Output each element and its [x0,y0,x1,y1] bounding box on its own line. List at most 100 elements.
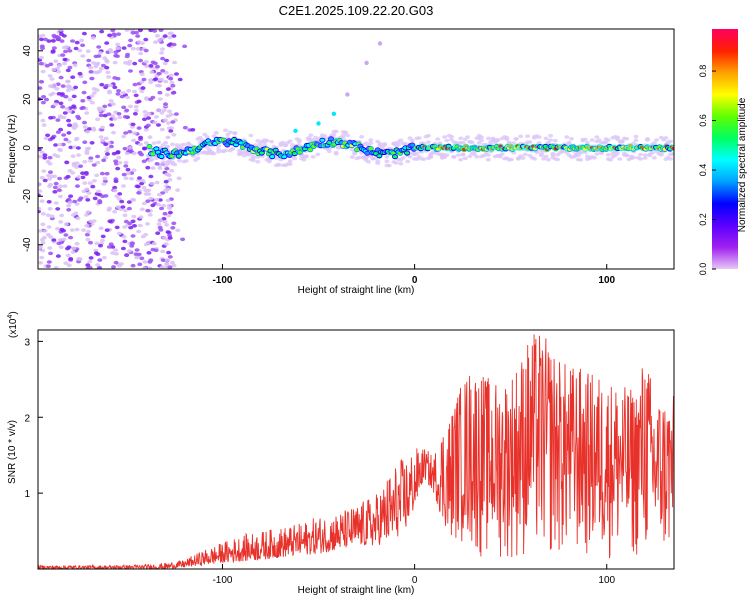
noise-point [97,265,103,269]
noise-point [126,249,132,253]
noise-point [123,219,129,224]
noise-point [93,64,99,69]
noise-point [148,258,154,263]
noise-point [74,40,80,45]
noise-point [133,93,139,98]
noise-point [70,154,76,158]
noise-point [38,261,43,265]
noise-point [166,213,172,218]
signal-halo [425,140,431,144]
signal-halo [568,137,574,141]
noise-point [63,94,69,99]
x-tick-label: -100 [212,575,232,586]
signal-halo [642,153,648,157]
noise-point [146,111,152,116]
signal-core [365,151,370,155]
noise-point [139,152,144,157]
signal-halo [651,141,657,145]
signal-halo [619,139,625,144]
signal-halo [638,157,644,161]
noise-point [97,200,103,205]
noise-point [146,116,152,120]
noise-point [38,182,42,187]
signal-halo [462,156,468,161]
x-tick-label: 0 [412,275,418,286]
noise-point [75,184,80,188]
noise-point [58,148,63,152]
noise-point [168,76,174,81]
noise-point [158,228,164,232]
signal-core [354,148,360,152]
signal-halo [594,135,600,139]
noise-point [89,141,95,145]
noise-point [148,78,154,82]
noise-point [40,212,46,216]
noise-point [143,192,149,196]
noise-point [43,37,48,42]
noise-point [182,125,188,130]
noise-point [122,146,128,151]
noise-point [124,108,130,113]
spectrogram-x-label: Height of straight line (km) [298,285,415,296]
signal-halo [223,128,228,133]
noise-point [81,31,87,36]
noise-point [38,209,41,214]
noise-point [110,29,116,33]
noise-point [65,88,71,93]
noise-point [157,77,163,82]
noise-point [133,30,139,35]
noise-point [140,86,146,90]
signal-halo [409,138,415,143]
signal-halo [442,135,448,139]
signal-halo [398,138,404,142]
noise-point [73,46,79,51]
noise-point [95,252,101,256]
noise-point [47,177,53,181]
noise-point [63,261,69,266]
noise-point [98,66,104,71]
noise-point [48,116,54,120]
noise-point [154,180,160,185]
signal-halo [333,129,339,134]
noise-point [52,153,58,157]
noise-point [163,79,169,84]
secondary-point [293,128,298,133]
signal-halo [331,132,337,137]
secondary-point [331,111,337,117]
noise-point [53,102,58,107]
noise-point [132,61,138,66]
noise-point [167,35,173,40]
noise-point [56,92,62,96]
signal-core [320,138,325,142]
noise-point [115,92,121,96]
noise-point [174,72,179,76]
signal-halo [465,135,471,139]
noise-point [132,82,138,87]
noise-point [71,246,77,251]
noise-point [102,176,108,181]
noise-point [125,52,131,57]
signal-halo [638,152,644,157]
noise-point [38,206,42,211]
signal-halo [508,157,514,162]
noise-point [144,64,150,68]
noise-point [166,250,172,255]
signal-core [176,154,181,158]
signal-halo [301,157,307,162]
noise-point [51,46,57,50]
signal-halo [479,138,484,143]
noise-point [133,104,139,109]
noise-point [59,213,65,218]
noise-point [168,31,174,36]
signal-halo [160,160,166,165]
noise-point [89,76,95,81]
signal-halo [322,134,328,138]
signal-core [154,147,159,151]
noise-point [105,146,111,151]
noise-point [97,108,103,113]
noise-point [101,182,107,186]
noise-point [102,113,108,118]
noise-point [172,60,178,65]
noise-point [164,166,170,171]
colorbar-bar [712,29,738,269]
